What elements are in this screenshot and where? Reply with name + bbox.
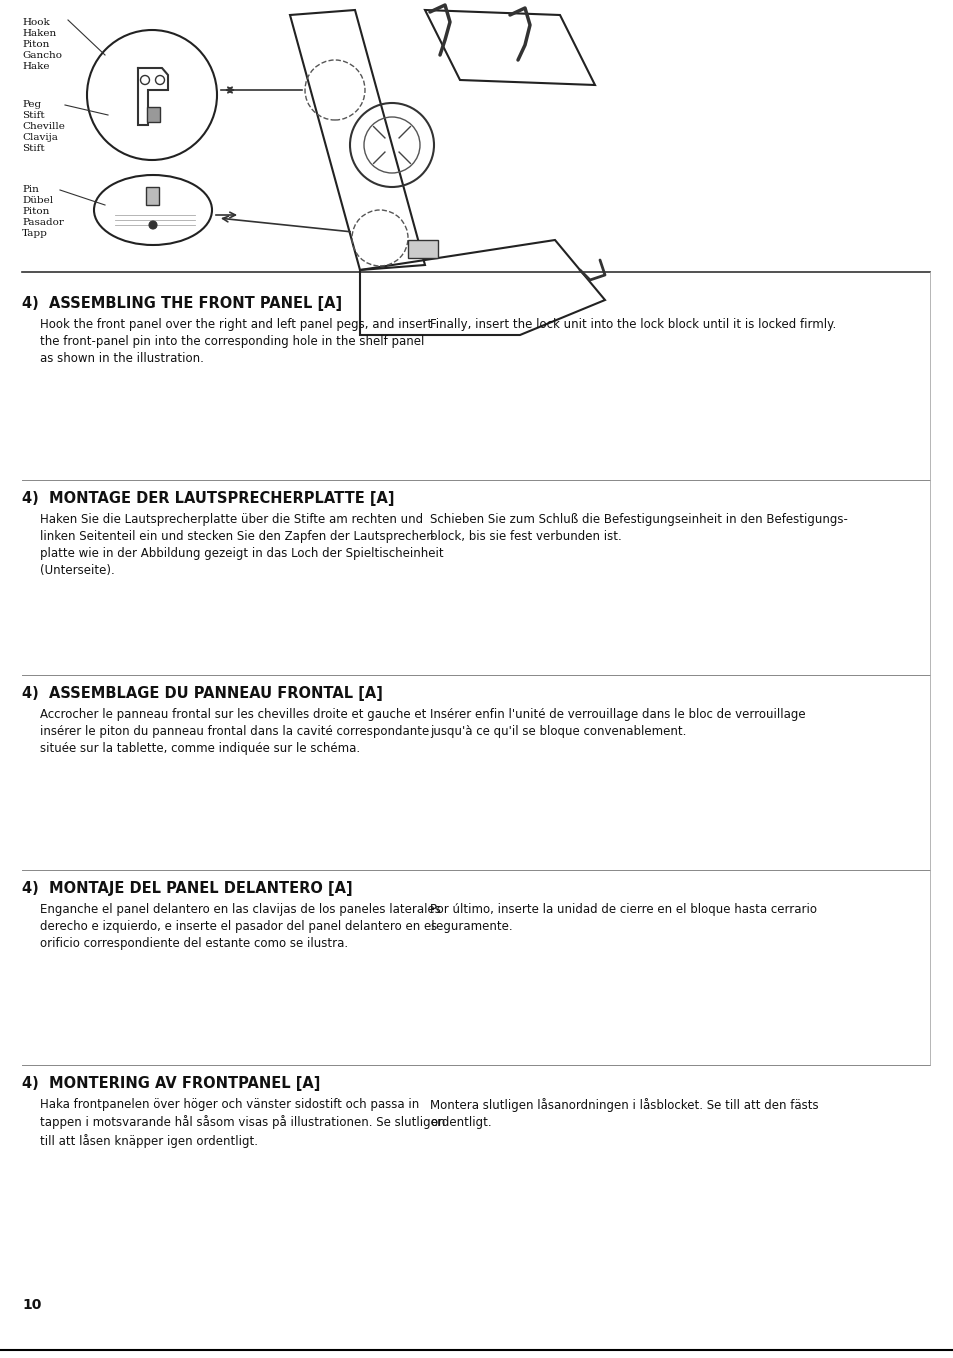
Bar [146,187,159,205]
Text: Finally, insert the lock unit into the lock block until it is locked firmly.: Finally, insert the lock unit into the l… [430,318,836,331]
Circle shape [149,221,157,230]
Bar [408,240,437,258]
Bar [0,0,953,272]
Text: 4)  MONTAGE DER LAUTSPRECHERPLATTE [A]: 4) MONTAGE DER LAUTSPRECHERPLATTE [A] [22,492,395,507]
Text: Accrocher le panneau frontal sur les chevilles droite et gauche et
insérer le pi: Accrocher le panneau frontal sur les che… [40,708,429,755]
Text: Enganche el panel delantero en las clavijas de los paneles laterales
derecho e i: Enganche el panel delantero en las clavi… [40,903,440,951]
Text: 4)  MONTAJE DEL PANEL DELANTERO [A]: 4) MONTAJE DEL PANEL DELANTERO [A] [22,881,353,896]
Text: Schieben Sie zum Schluß die Befestigungseinheit in den Befestigungs-
block, bis : Schieben Sie zum Schluß die Befestigungs… [430,513,847,543]
Text: Insérer enfin l'unité de verrouillage dans le bloc de verrouillage
jusqu'à ce qu: Insérer enfin l'unité de verrouillage da… [430,708,804,737]
Text: 4)  MONTERING AV FRONTPANEL [A]: 4) MONTERING AV FRONTPANEL [A] [22,1076,320,1090]
Text: Pin
Dübel
Piton
Pasador
Tapp: Pin Dübel Piton Pasador Tapp [22,185,64,239]
Text: Haken Sie die Lautsprecherplatte über die Stifte am rechten und
linken Seitentei: Haken Sie die Lautsprecherplatte über di… [40,513,443,577]
Text: 10: 10 [22,1298,41,1312]
Text: 4)  ASSEMBLAGE DU PANNEAU FRONTAL [A]: 4) ASSEMBLAGE DU PANNEAU FRONTAL [A] [22,686,382,701]
Text: Haka frontpanelen över höger och vänster sidostift och passa in
tappen i motsvar: Haka frontpanelen över höger och vänster… [40,1099,445,1148]
Text: Hook
Haken
Piton
Gancho
Hake: Hook Haken Piton Gancho Hake [22,18,62,72]
Bar [147,107,160,122]
Text: Peg
Stift
Cheville
Clavija
Stift: Peg Stift Cheville Clavija Stift [22,100,65,153]
Text: Hook the front panel over the right and left panel pegs, and insert
the front-pa: Hook the front panel over the right and … [40,318,432,365]
Text: Montera slutligen låsanordningen i låsblocket. Se till att den fästs
ordentligt.: Montera slutligen låsanordningen i låsbl… [430,1099,818,1128]
Text: 4)  ASSEMBLING THE FRONT PANEL [A]: 4) ASSEMBLING THE FRONT PANEL [A] [22,296,342,311]
Text: Por último, inserte la unidad de cierre en el bloque hasta cerrario
seguramente.: Por último, inserte la unidad de cierre … [430,903,816,933]
